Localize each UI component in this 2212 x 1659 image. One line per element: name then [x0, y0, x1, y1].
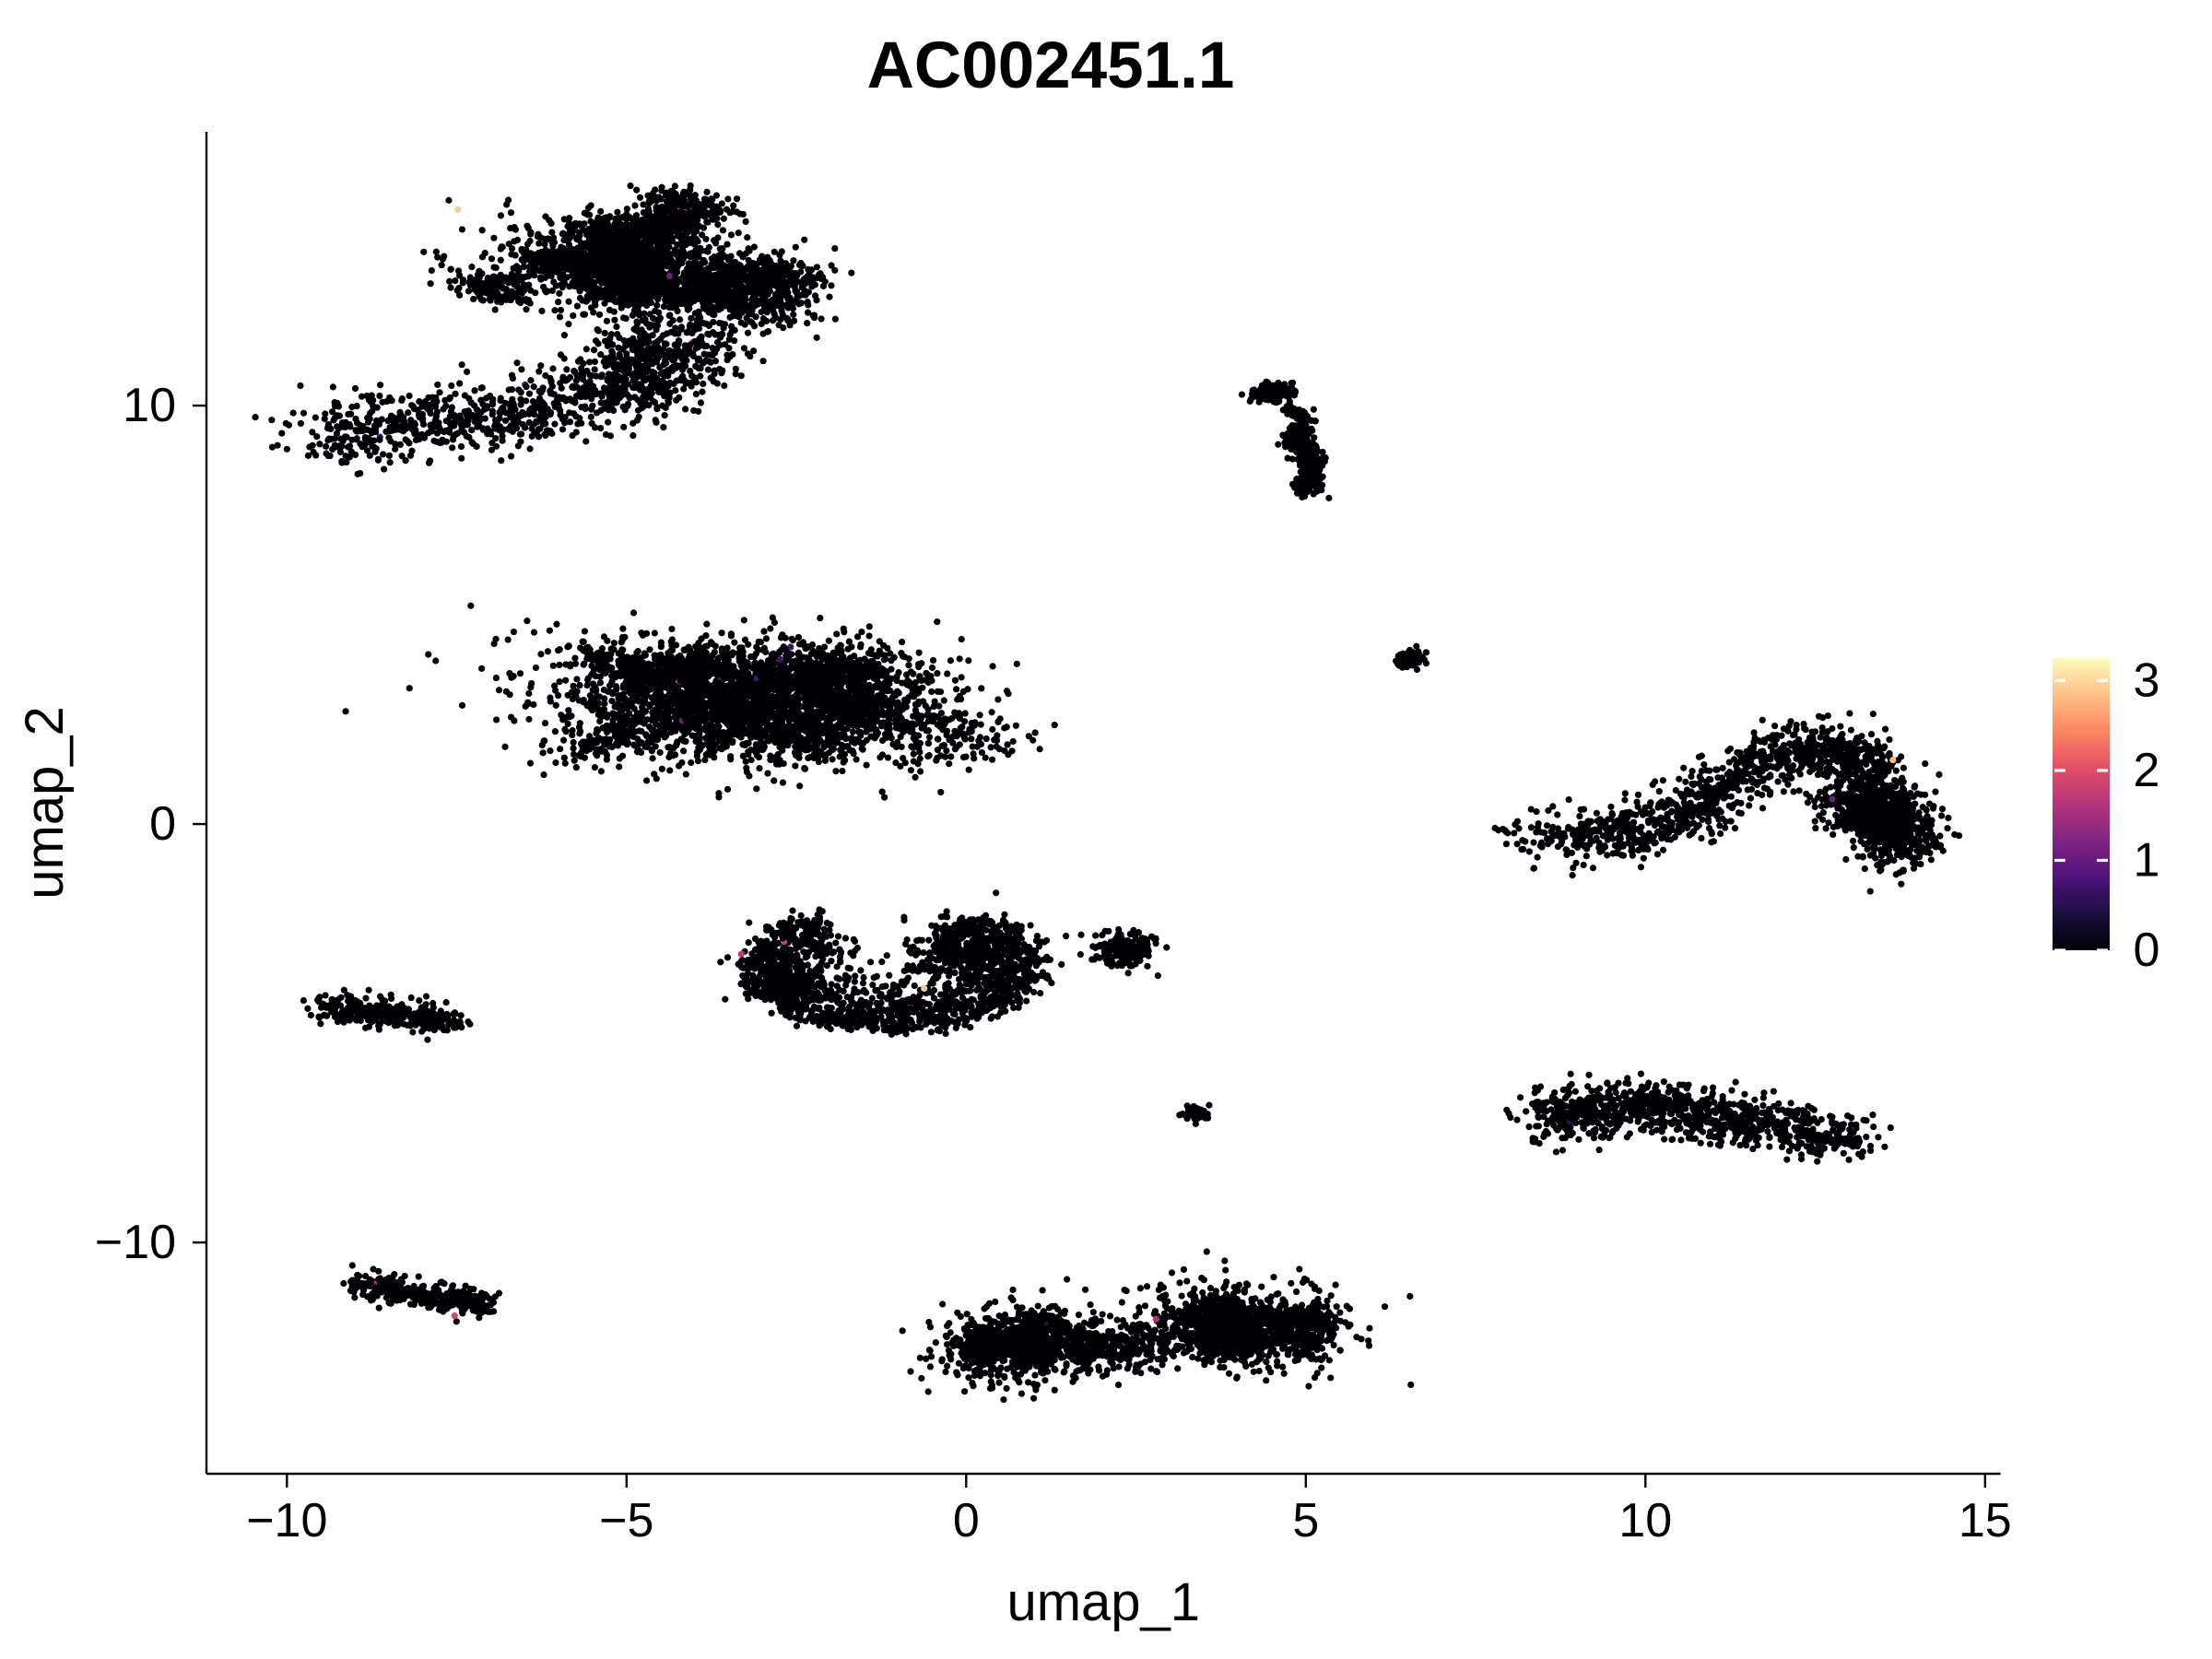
svg-text:umap_1: umap_1 [1006, 1572, 1200, 1632]
svg-text:2: 2 [2134, 744, 2160, 797]
svg-text:0: 0 [953, 1494, 980, 1547]
svg-text:10: 10 [1618, 1494, 1672, 1547]
svg-text:−10: −10 [246, 1494, 327, 1547]
svg-text:0: 0 [149, 797, 176, 851]
svg-text:−10: −10 [95, 1216, 176, 1269]
svg-text:−5: −5 [599, 1494, 653, 1547]
svg-text:1: 1 [2134, 833, 2160, 887]
svg-text:3: 3 [2134, 653, 2160, 707]
svg-text:15: 15 [1959, 1494, 2012, 1547]
svg-text:0: 0 [2134, 924, 2160, 977]
svg-text:5: 5 [1292, 1494, 1319, 1547]
svg-text:10: 10 [123, 379, 176, 432]
svg-text:umap_2: umap_2 [15, 706, 75, 900]
